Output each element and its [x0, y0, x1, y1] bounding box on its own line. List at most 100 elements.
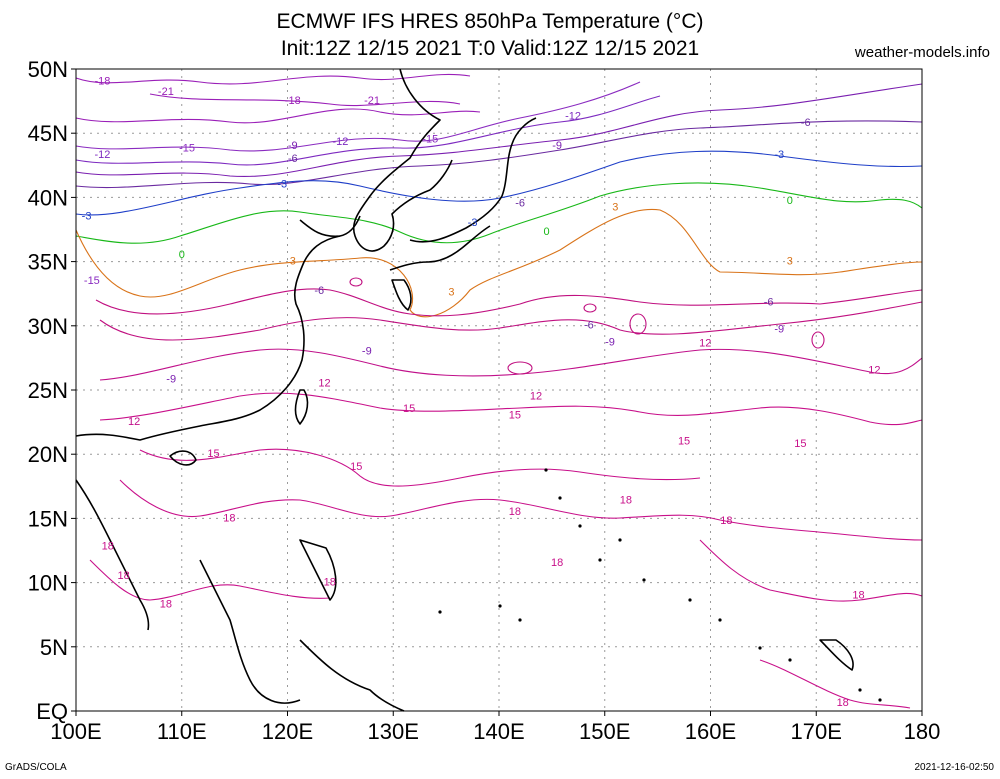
coastline	[299, 539, 337, 601]
isotherm-line	[89, 559, 331, 601]
lon-tick-label: 140E	[473, 719, 524, 744]
isotherm-loop	[583, 303, 597, 313]
chart-title: ECMWF IFS HRES 850hPa Temperature (°C)	[276, 10, 704, 33]
lat-tick-label: 10N	[28, 571, 68, 596]
contour-label: 18	[223, 512, 235, 524]
island-marker	[578, 524, 582, 528]
coastline	[75, 235, 341, 441]
contour-label: 18	[102, 541, 114, 553]
lon-tick-label: 170E	[791, 719, 842, 744]
island-marker	[518, 618, 522, 622]
isotherm-loop	[507, 361, 533, 375]
coastline	[819, 639, 854, 671]
contour-label: -6	[801, 117, 811, 129]
lon-tick-label: 150E	[579, 719, 630, 744]
island-marker	[858, 688, 862, 692]
lat-tick-label: 35N	[28, 250, 68, 275]
contour-label: 0	[787, 195, 793, 207]
coastline	[389, 225, 491, 271]
lon-tick-label: 160E	[685, 719, 736, 744]
coastline	[294, 389, 309, 425]
lon-tick-label: 180	[904, 719, 941, 744]
lat-tick-label: 5N	[40, 635, 68, 660]
contour-label: 12	[868, 365, 880, 377]
contour-label: -9	[774, 324, 784, 336]
isotherm-line	[95, 288, 923, 317]
contour-label: -15	[84, 275, 100, 287]
lat-tick-label: 50N	[28, 57, 68, 82]
coastline	[199, 559, 301, 704]
contour-label: -6	[764, 297, 774, 309]
contour-label: 18	[117, 570, 129, 582]
contour-label: 18	[720, 515, 732, 527]
creation-timestamp: 2021-12-16-02:50	[914, 762, 994, 773]
isotherm-line	[75, 81, 641, 152]
contour-labels: -18-21-18 -21-12-15-9-6-15-12-9 -12-6 -3-3-…	[82, 76, 881, 709]
contour-label: -3	[82, 211, 92, 223]
contour-label: -9	[552, 140, 562, 152]
coastline	[352, 68, 453, 252]
island-marker	[438, 610, 442, 614]
isotherm-line	[119, 479, 923, 541]
lat-tick-label: 40N	[28, 185, 68, 210]
contour-label: -15	[179, 143, 195, 155]
island-marker	[598, 558, 602, 562]
isotherm-loop	[349, 277, 363, 287]
isotherm-loop	[811, 331, 825, 349]
contour-label: -21	[364, 95, 380, 107]
contour-label: 15	[794, 438, 806, 450]
lon-tick-label: 100E	[50, 719, 101, 744]
isotherm-line	[759, 659, 911, 709]
island-marker	[618, 538, 622, 542]
contour-label: 15	[678, 435, 690, 447]
contour-label: -9	[166, 374, 176, 386]
lat-tick-label: 25N	[28, 378, 68, 403]
lat-tick-label: 15N	[28, 506, 68, 531]
isotherm-line	[75, 83, 923, 178]
contour-label: -15	[422, 134, 438, 146]
island-marker	[758, 646, 762, 650]
contour-label: 18	[852, 589, 864, 601]
contour-label: -12	[565, 110, 581, 122]
coastline	[169, 450, 197, 466]
axis-ticks: EQ 5N 10N 15N 20N 25N 30N 35N 40N 45N 50N 100E 110E 1…	[28, 57, 941, 744]
contour-label: 12	[530, 390, 542, 402]
contour-label: 18	[620, 494, 632, 506]
coastline	[75, 479, 150, 631]
site-credit: weather-models.info	[854, 44, 990, 61]
contour-label: 18	[160, 598, 172, 610]
contour-label: 12	[318, 377, 330, 389]
contour-label: 18	[509, 506, 521, 518]
contour-label: -9	[288, 140, 298, 152]
contour-label: -12	[332, 136, 348, 148]
lon-tick-label: 130E	[368, 719, 419, 744]
lat-tick-label: 30N	[28, 314, 68, 339]
isotherm-line	[149, 93, 461, 107]
contour-label: 15	[350, 461, 362, 473]
island-marker	[718, 618, 722, 622]
lat-tick-label: 45N	[28, 121, 68, 146]
coastline	[299, 639, 405, 712]
contour-label: 3	[448, 286, 454, 298]
contour-label: -3	[277, 178, 287, 190]
lon-tick-label: 120E	[262, 719, 313, 744]
contour-label: -9	[605, 336, 615, 348]
contour-label: 12	[128, 416, 140, 428]
chart-subtitle: Init:12Z 12/15 2021 T:0 Valid:12Z 12/15 …	[280, 37, 700, 60]
contour-label: 15	[509, 410, 521, 422]
contour-label: 3	[290, 256, 296, 268]
island-marker	[498, 604, 502, 608]
island-marker	[688, 598, 692, 602]
lat-tick-label: EQ	[36, 699, 68, 724]
isotherm-line	[75, 95, 661, 166]
contour-label: 12	[699, 338, 711, 350]
temperature-contours	[75, 73, 923, 709]
contour-label: -21	[158, 86, 174, 98]
contour-label: -3	[774, 149, 784, 161]
contour-label: 18	[324, 577, 336, 589]
isotherm-loop	[629, 313, 647, 335]
contour-label: -9	[362, 345, 372, 357]
contour-label: -12	[94, 149, 110, 161]
isotherm-line	[99, 301, 923, 341]
contour-label: 15	[403, 403, 415, 415]
